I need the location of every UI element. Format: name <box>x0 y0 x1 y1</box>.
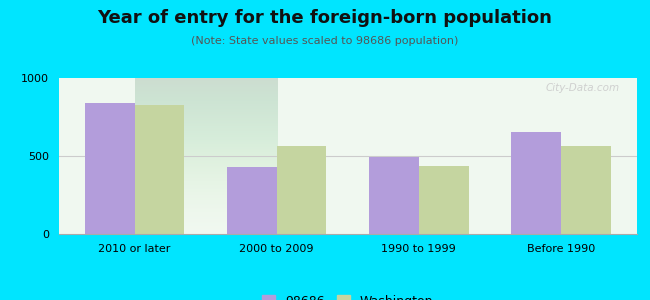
Bar <box>369 157 419 234</box>
Bar <box>511 132 561 234</box>
Bar <box>561 146 611 234</box>
Legend: 98686, Washington: 98686, Washington <box>257 290 438 300</box>
Text: (Note: State values scaled to 98686 population): (Note: State values scaled to 98686 popu… <box>191 36 459 46</box>
Text: Year of entry for the foreign-born population: Year of entry for the foreign-born popul… <box>98 9 552 27</box>
Text: City-Data.com: City-Data.com <box>545 83 619 93</box>
Bar <box>227 167 277 234</box>
Bar <box>277 146 326 234</box>
Bar <box>84 103 135 234</box>
Bar <box>135 104 185 234</box>
Bar <box>419 166 469 234</box>
